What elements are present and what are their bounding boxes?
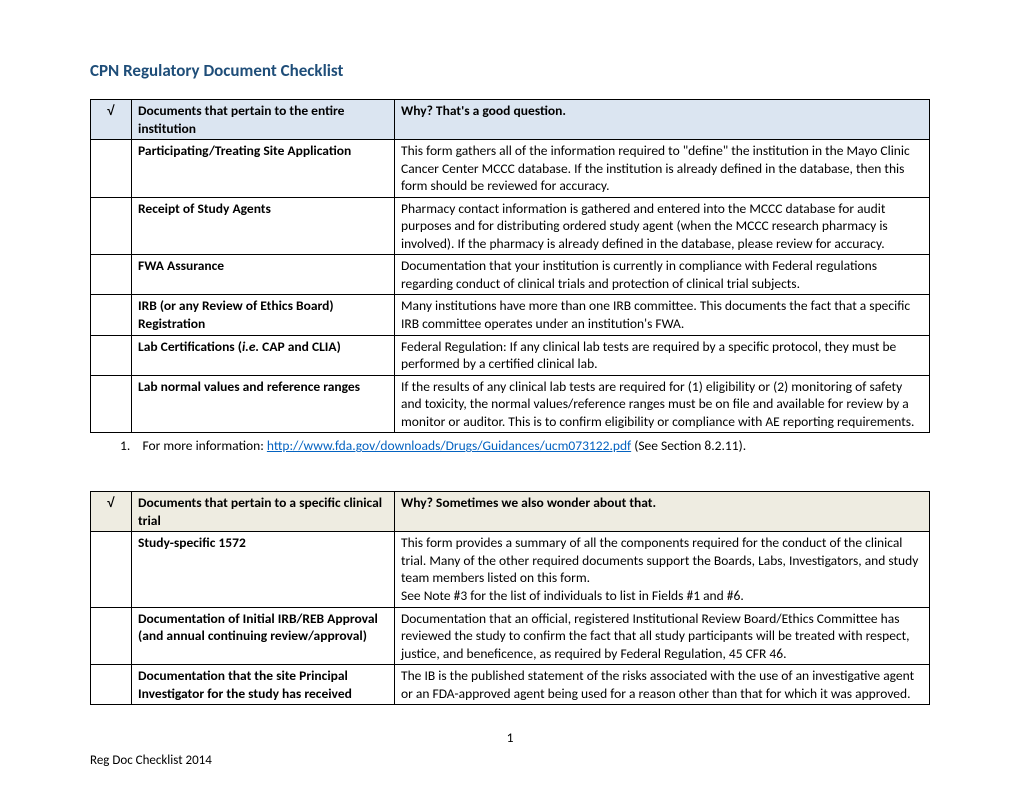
footer-text: Reg Doc Checklist 2014 (90, 753, 212, 768)
check-cell (91, 295, 132, 335)
doc-cell: Lab normal values and reference ranges (132, 375, 395, 433)
why-cell: If the results of any clinical lab tests… (395, 375, 930, 433)
check-header: √ (91, 492, 132, 532)
table-row: Participating/Treating Site Application … (91, 140, 930, 198)
why-header: Why? That's a good question. (395, 100, 930, 140)
footnote: 1. For more information: http://www.fda.… (120, 437, 930, 454)
doc-cell: Documentation that the site Principal In… (132, 665, 395, 705)
check-cell (91, 532, 132, 607)
doc-cell: FWA Assurance (132, 255, 395, 295)
page-title: CPN Regulatory Document Checklist (90, 60, 930, 81)
table-row: Receipt of Study Agents Pharmacy contact… (91, 197, 930, 255)
table-row: Lab normal values and reference ranges I… (91, 375, 930, 433)
doc-header: Documents that pertain to the entire ins… (132, 100, 395, 140)
doc-header: Documents that pertain to a specific cli… (132, 492, 395, 532)
table-row: Study-specific 1572 This form provides a… (91, 532, 930, 607)
check-cell (91, 255, 132, 295)
doc-cell: IRB (or any Review of Ethics Board) Regi… (132, 295, 395, 335)
why-cell: Federal Regulation: If any clinical lab … (395, 335, 930, 375)
why-cell: This form provides a summary of all the … (395, 532, 930, 607)
why-cell: Documentation that your institution is c… (395, 255, 930, 295)
table-row: Documentation of Initial IRB/REB Approva… (91, 607, 930, 665)
table-row: Documentation that the site Principal In… (91, 665, 930, 705)
footnote-link[interactable]: http://www.fda.gov/downloads/Drugs/Guida… (267, 437, 631, 454)
check-cell (91, 665, 132, 705)
why-cell: Documentation that an official, register… (395, 607, 930, 665)
trial-documents-table: √ Documents that pertain to a specific c… (90, 491, 930, 705)
why-cell: Many institutions have more than one IRB… (395, 295, 930, 335)
doc-cell: Participating/Treating Site Application (132, 140, 395, 198)
why-cell: Pharmacy contact information is gathered… (395, 197, 930, 255)
page-number: 1 (0, 729, 1020, 746)
check-cell (91, 607, 132, 665)
doc-cell: Documentation of Initial IRB/REB Approva… (132, 607, 395, 665)
check-cell (91, 197, 132, 255)
institution-documents-table: √ Documents that pertain to the entire i… (90, 99, 930, 433)
check-cell (91, 375, 132, 433)
why-cell: The IB is the published statement of the… (395, 665, 930, 705)
why-header: Why? Sometimes we also wonder about that… (395, 492, 930, 532)
doc-cell: Study-specific 1572 (132, 532, 395, 607)
table-row: FWA Assurance Documentation that your in… (91, 255, 930, 295)
doc-cell: Lab Certifications (i.e. CAP and CLIA) (132, 335, 395, 375)
table-row: IRB (or any Review of Ethics Board) Regi… (91, 295, 930, 335)
check-header: √ (91, 100, 132, 140)
check-cell (91, 335, 132, 375)
why-cell: This form gathers all of the information… (395, 140, 930, 198)
doc-cell: Receipt of Study Agents (132, 197, 395, 255)
check-cell (91, 140, 132, 198)
table-row: Lab Certifications (i.e. CAP and CLIA) F… (91, 335, 930, 375)
